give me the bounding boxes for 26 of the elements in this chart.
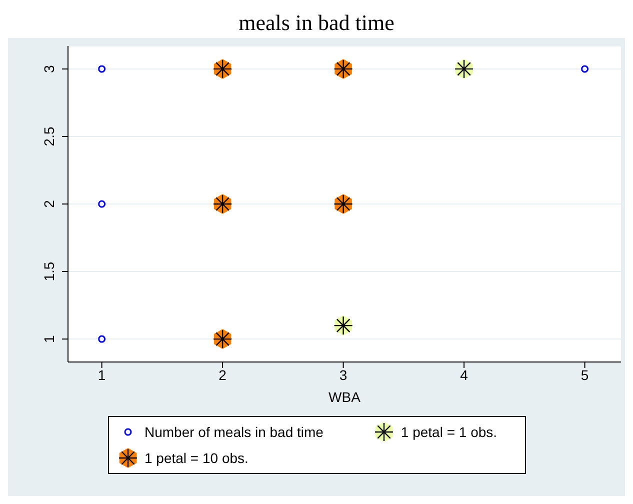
chart-title: meals in bad time xyxy=(8,8,625,38)
x-tick-label: 5 xyxy=(580,366,589,383)
point xyxy=(581,65,589,73)
point xyxy=(334,194,353,214)
point xyxy=(212,58,232,79)
point xyxy=(334,58,353,79)
point xyxy=(98,200,106,208)
x-axis-title: WBA xyxy=(328,389,362,405)
x-tick-label: 3 xyxy=(339,366,348,383)
point xyxy=(98,65,106,73)
legend-label: Number of meals in bad time xyxy=(144,424,324,440)
point xyxy=(212,194,232,214)
y-tick-label: 2.5 xyxy=(41,126,57,146)
y-tick-label: 3 xyxy=(41,64,57,73)
point xyxy=(454,58,474,79)
x-tick-label: 1 xyxy=(98,366,106,383)
point xyxy=(212,329,232,350)
y-tick-label: 1 xyxy=(41,334,57,343)
point xyxy=(334,316,353,336)
y-tick-label: 1.5 xyxy=(41,262,57,282)
x-tick-label: 4 xyxy=(460,366,468,383)
legend-label: 1 petal = 1 obs. xyxy=(400,424,498,440)
legend-label: 1 petal = 10 obs. xyxy=(144,450,248,466)
point xyxy=(98,335,106,343)
x-tick-label: 2 xyxy=(218,366,227,383)
y-tick-label: 2 xyxy=(41,200,57,208)
